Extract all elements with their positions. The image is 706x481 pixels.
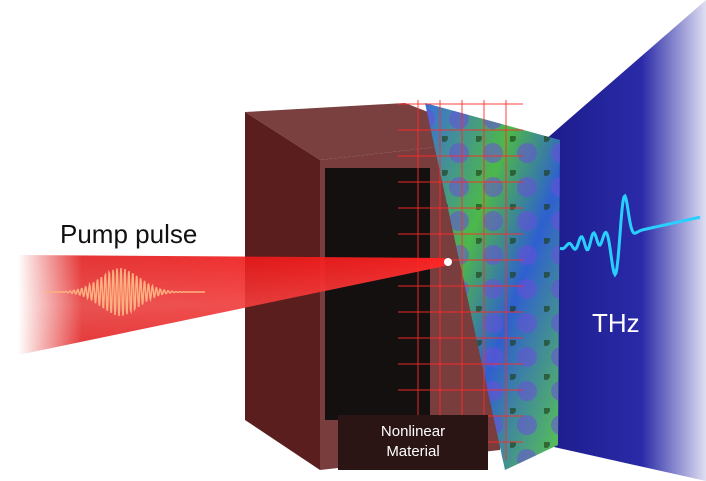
- label-box: [338, 415, 488, 470]
- thz-label: THz: [592, 308, 640, 338]
- material-label: Nonlinear: [381, 423, 445, 440]
- mesh-grid: [398, 100, 523, 460]
- thz-wave: [559, 193, 701, 278]
- thz-cone: [545, 0, 706, 481]
- focus-spot: [444, 258, 452, 266]
- pump-label: Pump pulse: [60, 219, 197, 249]
- material-label: Material: [386, 443, 439, 460]
- pump-pulse-wave: [45, 267, 205, 317]
